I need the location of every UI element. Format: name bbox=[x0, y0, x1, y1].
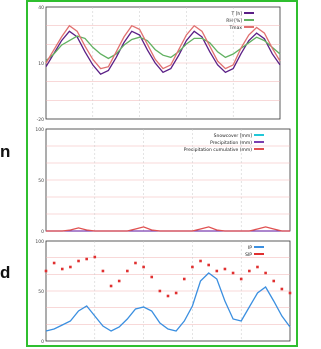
data-point bbox=[85, 257, 88, 261]
data-point bbox=[223, 267, 227, 271]
data-point bbox=[101, 269, 105, 273]
data-point bbox=[60, 267, 64, 271]
data-point bbox=[231, 271, 235, 275]
legend-label: SIP bbox=[245, 252, 252, 258]
data-point bbox=[191, 265, 194, 269]
data-point bbox=[272, 279, 276, 283]
data-point bbox=[44, 269, 48, 273]
data-point bbox=[215, 269, 219, 273]
y-tick-label: 100 bbox=[35, 127, 44, 133]
data-point bbox=[109, 284, 113, 288]
data-point bbox=[199, 259, 202, 263]
series-line bbox=[46, 226, 290, 232]
series-line bbox=[45, 24, 281, 70]
y-tick-label: 10 bbox=[38, 61, 44, 67]
legend-label: Tmax bbox=[228, 25, 242, 31]
data-point bbox=[174, 291, 178, 295]
y-tick-label: 100 bbox=[35, 239, 44, 245]
legend-label: T [h] bbox=[230, 11, 242, 17]
y-tick-label: 50 bbox=[38, 289, 44, 295]
y-tick-label: 0 bbox=[41, 229, 44, 234]
legend-label: Precipitation cumulative (mm) bbox=[184, 147, 253, 153]
data-point bbox=[69, 265, 72, 269]
data-point bbox=[158, 289, 162, 293]
data-point bbox=[264, 271, 267, 275]
data-point bbox=[288, 291, 292, 295]
legend-label: Snowcover [mm] bbox=[214, 133, 253, 139]
middle-chart-panel: Snowcover [mm]Precipitation (mm)Precipit… bbox=[32, 126, 294, 234]
series-line bbox=[45, 30, 281, 76]
data-point bbox=[248, 269, 251, 273]
data-point bbox=[117, 279, 121, 283]
y-tick-label: 50 bbox=[38, 178, 44, 184]
legend-label: RH [%] bbox=[226, 18, 242, 24]
data-point bbox=[239, 277, 243, 281]
data-point bbox=[150, 275, 154, 279]
data-point bbox=[134, 261, 137, 265]
y-tick-label: 0 bbox=[41, 339, 44, 344]
data-point bbox=[182, 277, 186, 281]
data-point bbox=[207, 263, 210, 267]
data-point bbox=[142, 265, 145, 269]
y-tick-label: -20 bbox=[37, 117, 44, 122]
data-point bbox=[126, 269, 129, 273]
side-label-d: d bbox=[0, 263, 11, 282]
top-chart-panel: T [h]RH [%]Tmax -20 10 40 bbox=[32, 4, 294, 122]
data-point bbox=[93, 255, 97, 259]
data-point bbox=[256, 265, 259, 269]
data-point bbox=[280, 287, 284, 291]
data-point bbox=[77, 259, 80, 263]
data-point bbox=[166, 294, 170, 298]
figure-frame: T [h] RH [%] Tmax -20 10 40 Snowcover [mm] Pre… bbox=[26, 0, 298, 347]
legend-label: Precipitation (mm) bbox=[210, 140, 252, 146]
side-label-n: n bbox=[0, 142, 11, 161]
data-point bbox=[52, 261, 56, 265]
y-tick-label: 40 bbox=[38, 5, 44, 11]
legend-label: IP bbox=[248, 245, 252, 251]
series-line bbox=[45, 272, 291, 332]
